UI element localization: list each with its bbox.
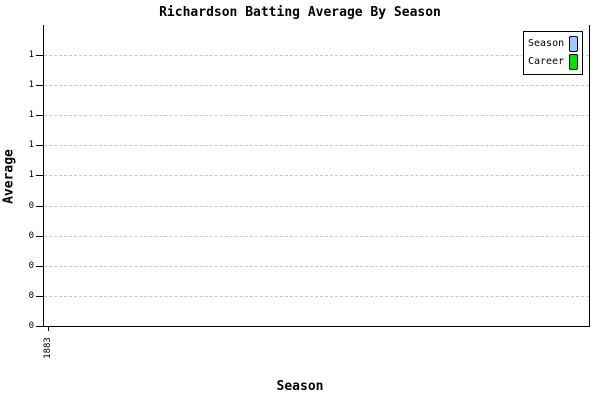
legend-swatch bbox=[569, 35, 578, 52]
y-tick-label: 0 bbox=[28, 261, 34, 271]
gridline bbox=[44, 55, 589, 56]
gridline bbox=[44, 296, 589, 297]
y-axis-tick-mark bbox=[36, 326, 44, 327]
legend-label-career: Career bbox=[528, 56, 565, 68]
gridline bbox=[44, 145, 589, 146]
y-axis-tick-mark bbox=[36, 266, 44, 267]
gridline bbox=[44, 85, 589, 86]
y-axis-tick-mark bbox=[36, 55, 44, 56]
legend: Season Career bbox=[523, 31, 583, 75]
legend-item-season: Season bbox=[528, 35, 578, 52]
legend-label-season: Season bbox=[528, 37, 565, 49]
gridline bbox=[44, 236, 589, 237]
y-tick-label: 0 bbox=[28, 231, 34, 241]
y-tick-label: 0 bbox=[28, 291, 34, 301]
y-axis-tick-mark bbox=[36, 236, 44, 237]
y-axis-tick-mark bbox=[36, 85, 44, 86]
gridline bbox=[44, 115, 589, 116]
y-tick-label: 0 bbox=[28, 201, 34, 211]
y-tick-label: 0 bbox=[28, 321, 34, 331]
gridline bbox=[44, 206, 589, 207]
gridline bbox=[44, 175, 589, 176]
y-axis-tick-mark bbox=[36, 175, 44, 176]
legend-swatch bbox=[569, 54, 578, 71]
gridline bbox=[44, 266, 589, 267]
y-tick-label: 1 bbox=[28, 80, 34, 90]
y-tick-label: 1 bbox=[28, 170, 34, 180]
x-axis-tick-mark bbox=[48, 326, 49, 331]
x-tick-label: 1883 bbox=[43, 337, 53, 359]
x-axis-title: Season bbox=[276, 379, 324, 394]
legend-item-career: Career bbox=[528, 54, 578, 71]
plot-area: 1883 1 1 1 1 1 0 0 0 0 0 bbox=[29, 25, 590, 359]
y-tick-label: 1 bbox=[28, 110, 34, 120]
y-axis-tick-mark bbox=[36, 115, 44, 116]
y-tick-label: 1 bbox=[28, 140, 34, 150]
chart-title: Richardson Batting Average By Season bbox=[159, 5, 441, 20]
y-axis-tick-mark bbox=[36, 206, 44, 207]
y-axis-tick-mark bbox=[36, 145, 44, 146]
y-axis-tick-mark bbox=[36, 296, 44, 297]
y-tick-label: 1 bbox=[28, 50, 34, 60]
